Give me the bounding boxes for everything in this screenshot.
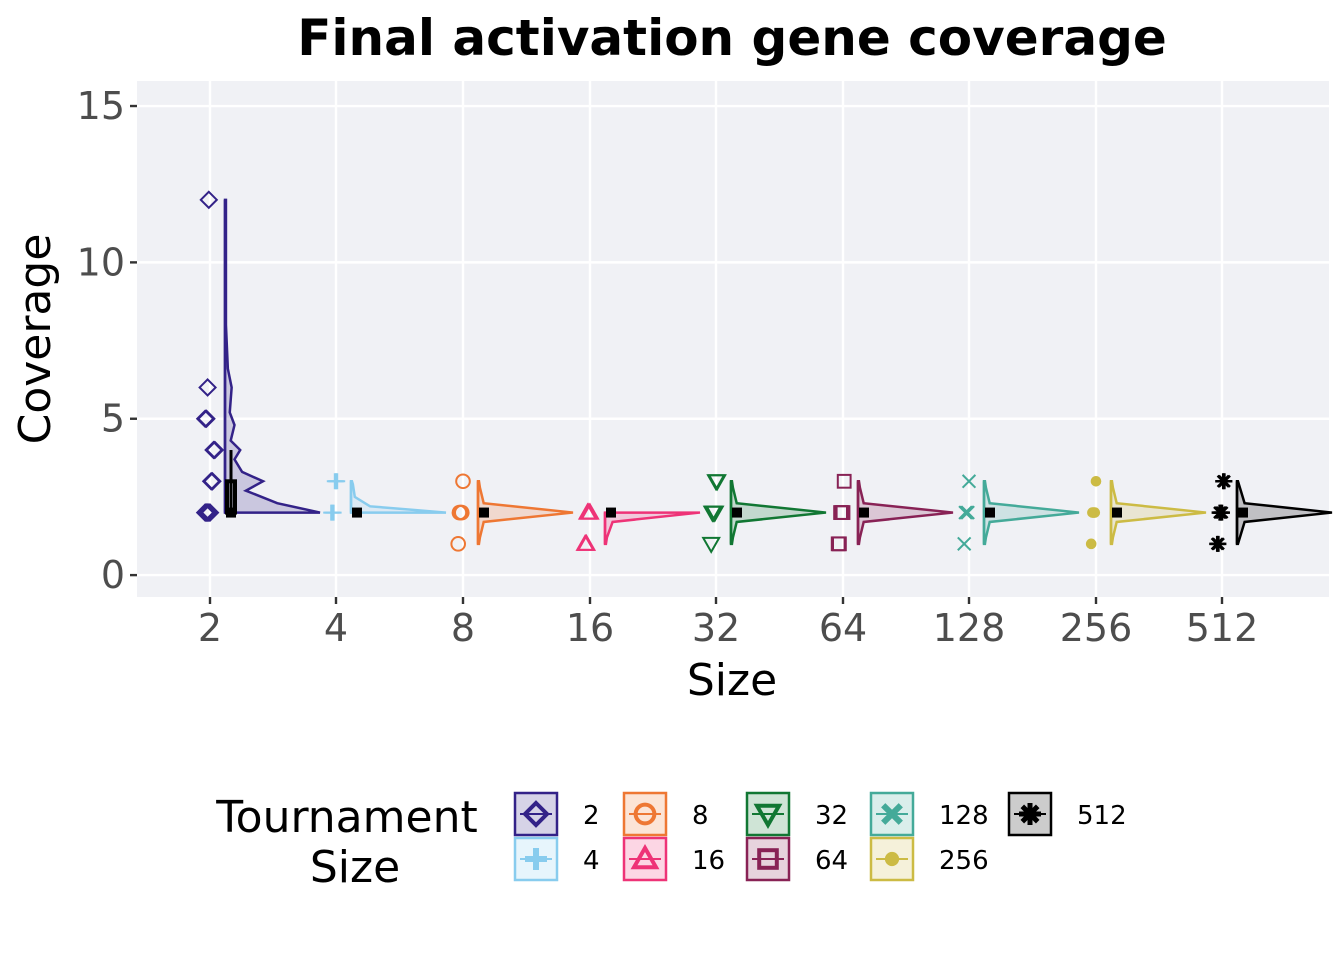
data-point — [329, 473, 346, 490]
legend-marker — [753, 803, 783, 830]
data-point — [705, 505, 725, 523]
series-256 — [1085, 475, 1207, 550]
legend-key-2 — [513, 791, 559, 837]
y-axis: 0 5 10 15 — [77, 84, 137, 597]
legend-label: 8 — [692, 801, 709, 831]
legend-key-512 — [1007, 791, 1053, 837]
median-marker — [1238, 507, 1248, 518]
data-point — [1216, 473, 1233, 490]
y-tick-label: 0 — [101, 553, 125, 597]
median-marker — [985, 507, 995, 518]
data-point — [701, 536, 721, 554]
data-point — [205, 440, 225, 460]
chart-title: Final activation gene coverage — [297, 9, 1167, 67]
data-point — [707, 474, 727, 492]
legend-label: 32 — [815, 801, 848, 831]
data-point — [835, 505, 851, 520]
data-point — [1214, 504, 1230, 521]
series-512 — [1209, 473, 1333, 552]
data-point — [325, 504, 342, 521]
x-axis: 2 4 8 16 32 64 128 256 512 — [198, 597, 1258, 650]
legend-marker — [630, 843, 660, 870]
legend-label: 2 — [583, 801, 600, 831]
legend-marker — [522, 800, 550, 828]
series-16 — [575, 502, 701, 551]
median-marker — [859, 507, 869, 518]
median-marker — [226, 507, 236, 518]
series-group — [195, 190, 1333, 554]
data-point — [832, 536, 847, 552]
data-point — [960, 505, 975, 520]
legend-marker — [525, 848, 547, 870]
legend-label: 64 — [815, 846, 848, 876]
x-axis-title: Size — [687, 655, 777, 706]
legend-marker — [881, 803, 903, 825]
legend-key-128 — [869, 791, 915, 837]
legend-marker — [1019, 803, 1041, 825]
y-tick-label: 5 — [101, 397, 125, 441]
legend-label: 16 — [692, 846, 725, 876]
legend-title-line2: Size — [310, 842, 400, 893]
series-4 — [323, 473, 447, 521]
legend-label: 128 — [939, 801, 989, 831]
x-tick-label: 16 — [566, 606, 614, 650]
x-tick-label: 64 — [819, 606, 867, 650]
median-marker — [732, 507, 742, 518]
data-point — [1089, 507, 1101, 518]
x-tick-label: 128 — [933, 606, 1006, 650]
data-point — [200, 503, 220, 522]
y-tick-label: 10 — [77, 240, 125, 284]
x-tick-label: 256 — [1060, 606, 1133, 650]
data-point — [1210, 535, 1227, 552]
legend-marker — [757, 848, 779, 870]
x-tick-label: 8 — [451, 606, 475, 650]
data-point — [202, 471, 222, 491]
data-point — [576, 533, 597, 551]
legend-label: 512 — [1077, 801, 1127, 831]
data-point — [454, 504, 470, 521]
series-8 — [450, 473, 574, 552]
median-marker — [1112, 507, 1122, 518]
x-tick-label: 2 — [198, 606, 222, 650]
data-point — [199, 190, 219, 210]
y-tick-label: 15 — [77, 84, 125, 128]
legend-key-8 — [622, 791, 668, 837]
x-tick-label: 512 — [1186, 606, 1259, 650]
data-point — [1090, 475, 1102, 487]
data-point — [196, 409, 216, 429]
legend-key-4 — [513, 836, 559, 882]
data-point — [580, 502, 600, 520]
legend-key-32 — [745, 791, 791, 837]
legend-key-64 — [745, 836, 791, 882]
data-point — [450, 536, 467, 552]
legend-label: 4 — [583, 846, 600, 876]
data-point — [957, 536, 972, 551]
y-axis-title: Coverage — [10, 234, 61, 445]
data-point — [961, 474, 977, 489]
series-64 — [830, 473, 954, 552]
series-2 — [195, 190, 321, 522]
legend-marker — [884, 851, 900, 867]
x-tick-label: 32 — [692, 606, 740, 650]
legend-label: 256 — [939, 846, 989, 876]
median-marker — [352, 507, 362, 518]
data-point — [1085, 538, 1097, 550]
legend-key-256 — [869, 836, 915, 882]
median-marker — [479, 507, 489, 518]
median-marker — [606, 507, 616, 518]
legend-marker — [633, 802, 657, 826]
data-point — [198, 378, 218, 397]
legend: Tournament Size 2 4 8 16 32 64 128 256 512 — [215, 791, 1127, 893]
legend-title-line1: Tournament — [215, 792, 477, 843]
data-point — [836, 473, 852, 489]
data-point — [455, 473, 471, 490]
legend-key-16 — [622, 836, 668, 882]
series-128 — [957, 474, 1080, 551]
x-tick-label: 4 — [324, 606, 348, 650]
series-32 — [701, 474, 827, 554]
